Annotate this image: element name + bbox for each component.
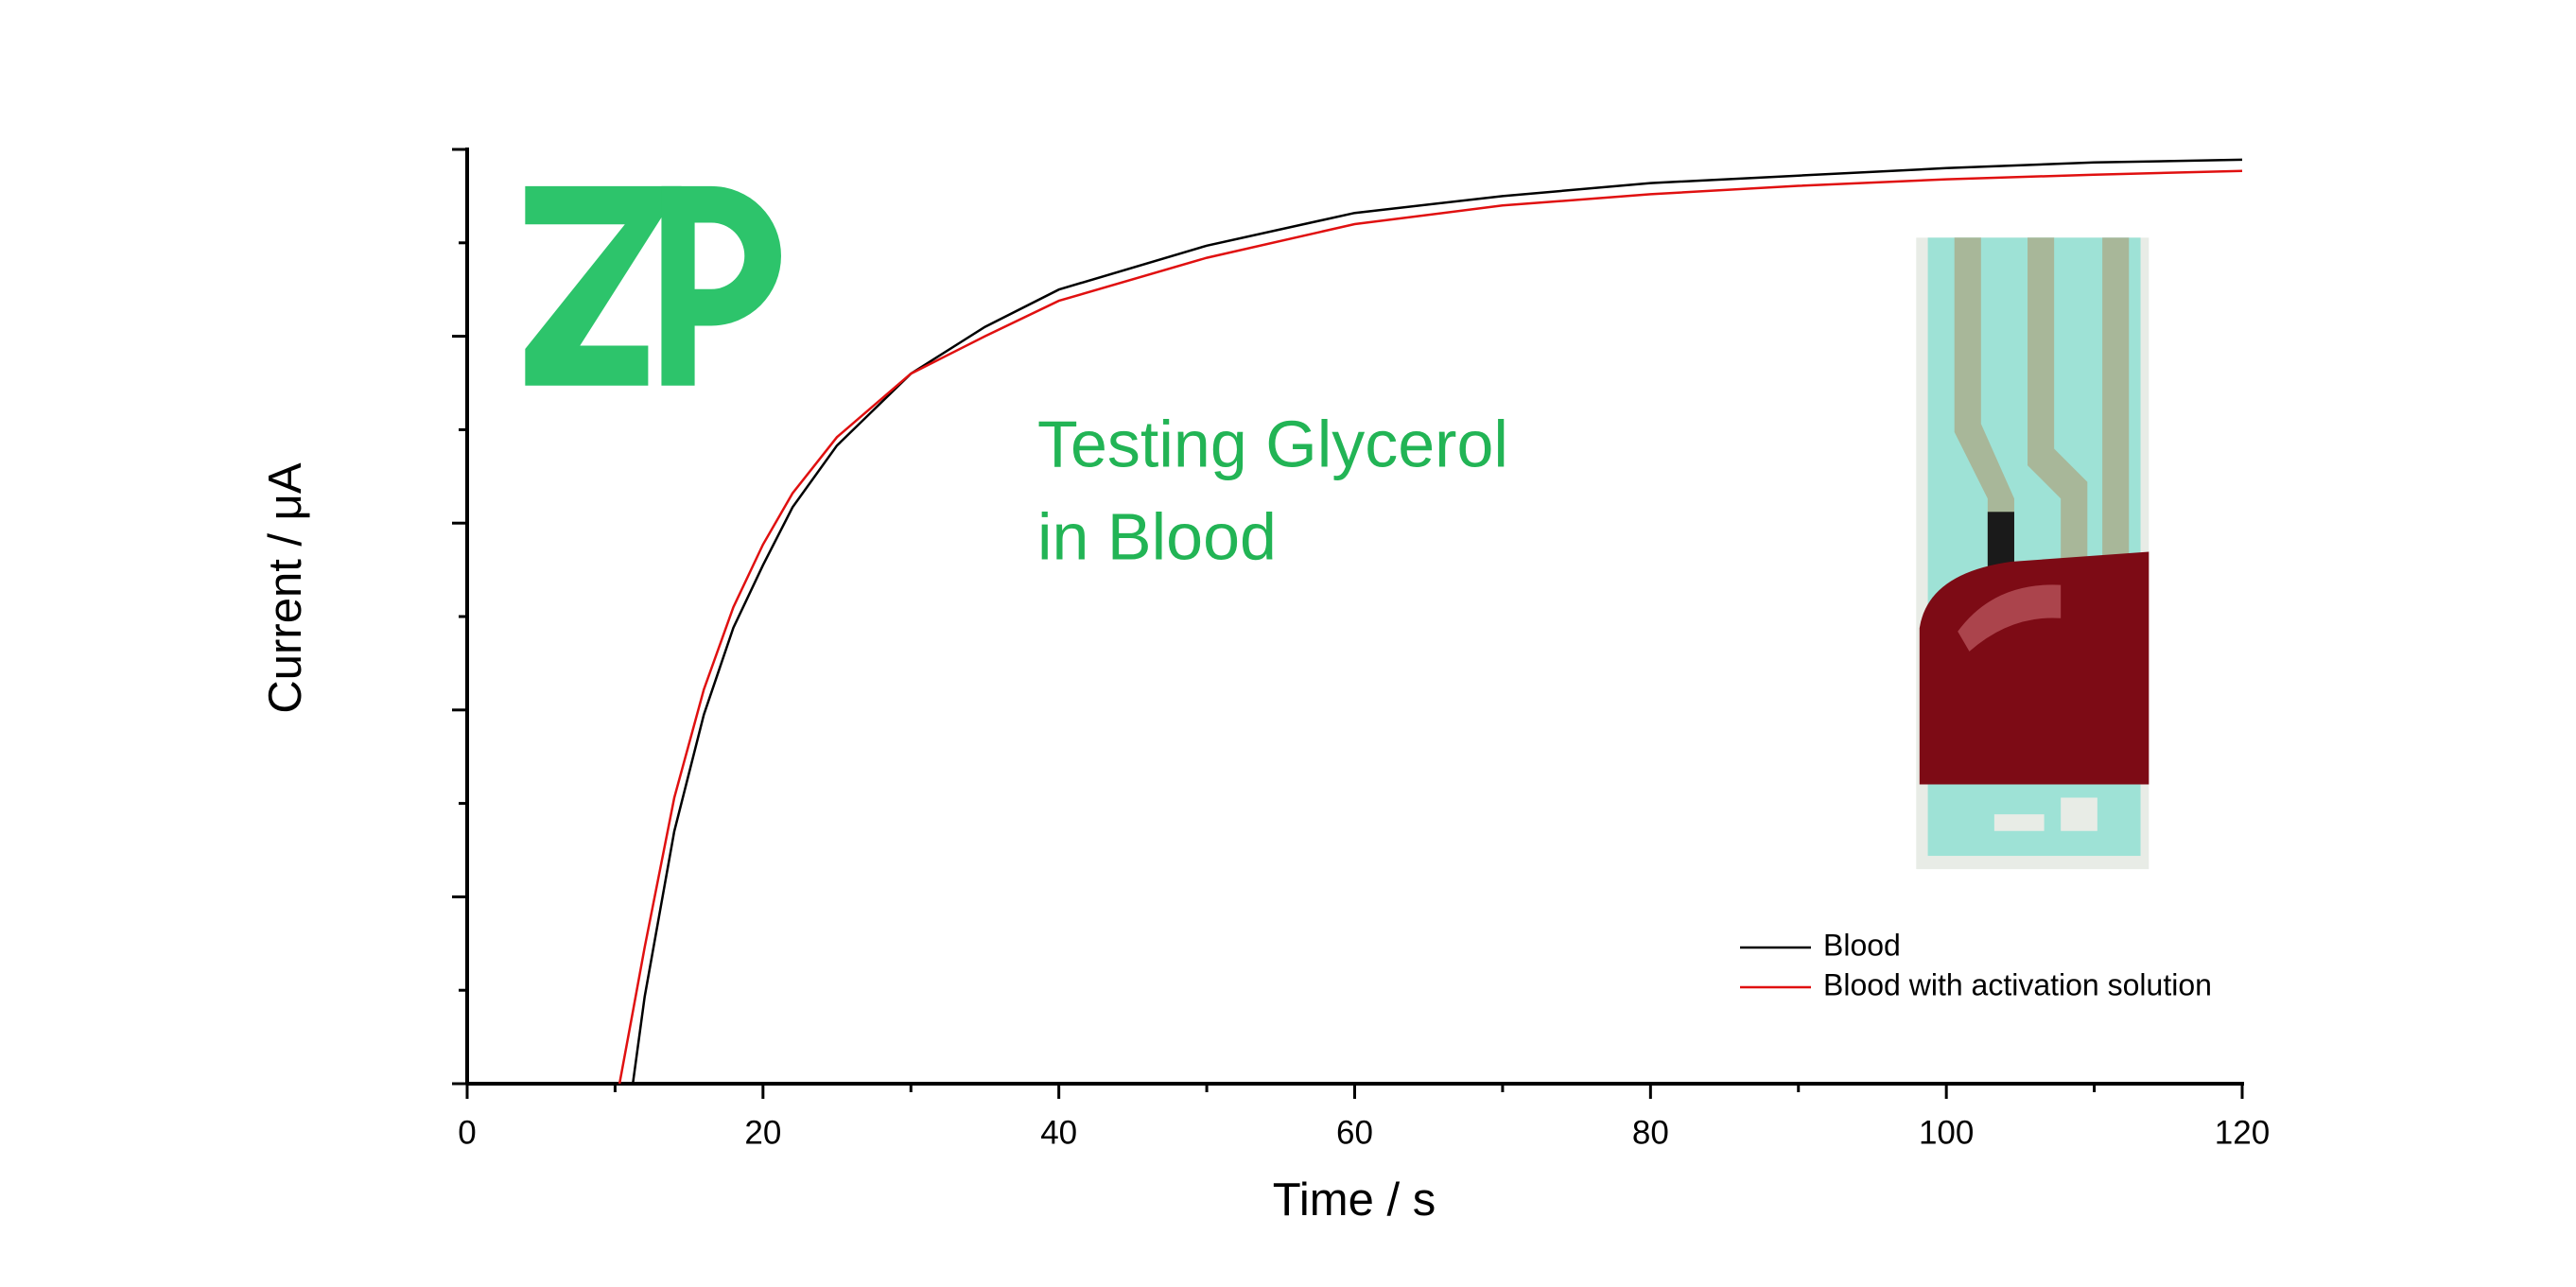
sensor-photo (1916, 237, 2150, 870)
legend-label: Blood (1823, 928, 1901, 962)
logo (525, 185, 781, 386)
x-tick-label: 60 (1336, 1114, 1373, 1151)
x-tick-label: 0 (458, 1114, 476, 1151)
x-tick-label: 100 (1919, 1114, 1974, 1151)
annotation-line: in Blood (1037, 499, 1277, 573)
y-axis-title: Current / μA (260, 462, 311, 713)
x-tick-label: 80 (1632, 1114, 1669, 1151)
series-line (618, 169, 2243, 1085)
series-line (631, 158, 2243, 1085)
x-tick-label: 120 (2215, 1114, 2270, 1151)
x-axis-title: Time / s (1273, 1174, 1436, 1226)
x-tick-label: 20 (744, 1114, 781, 1151)
x-tick-label: 40 (1040, 1114, 1077, 1151)
legend-label: Blood with activation solution (1823, 967, 2212, 1001)
annotation-line: Testing Glycerol (1037, 407, 1508, 480)
